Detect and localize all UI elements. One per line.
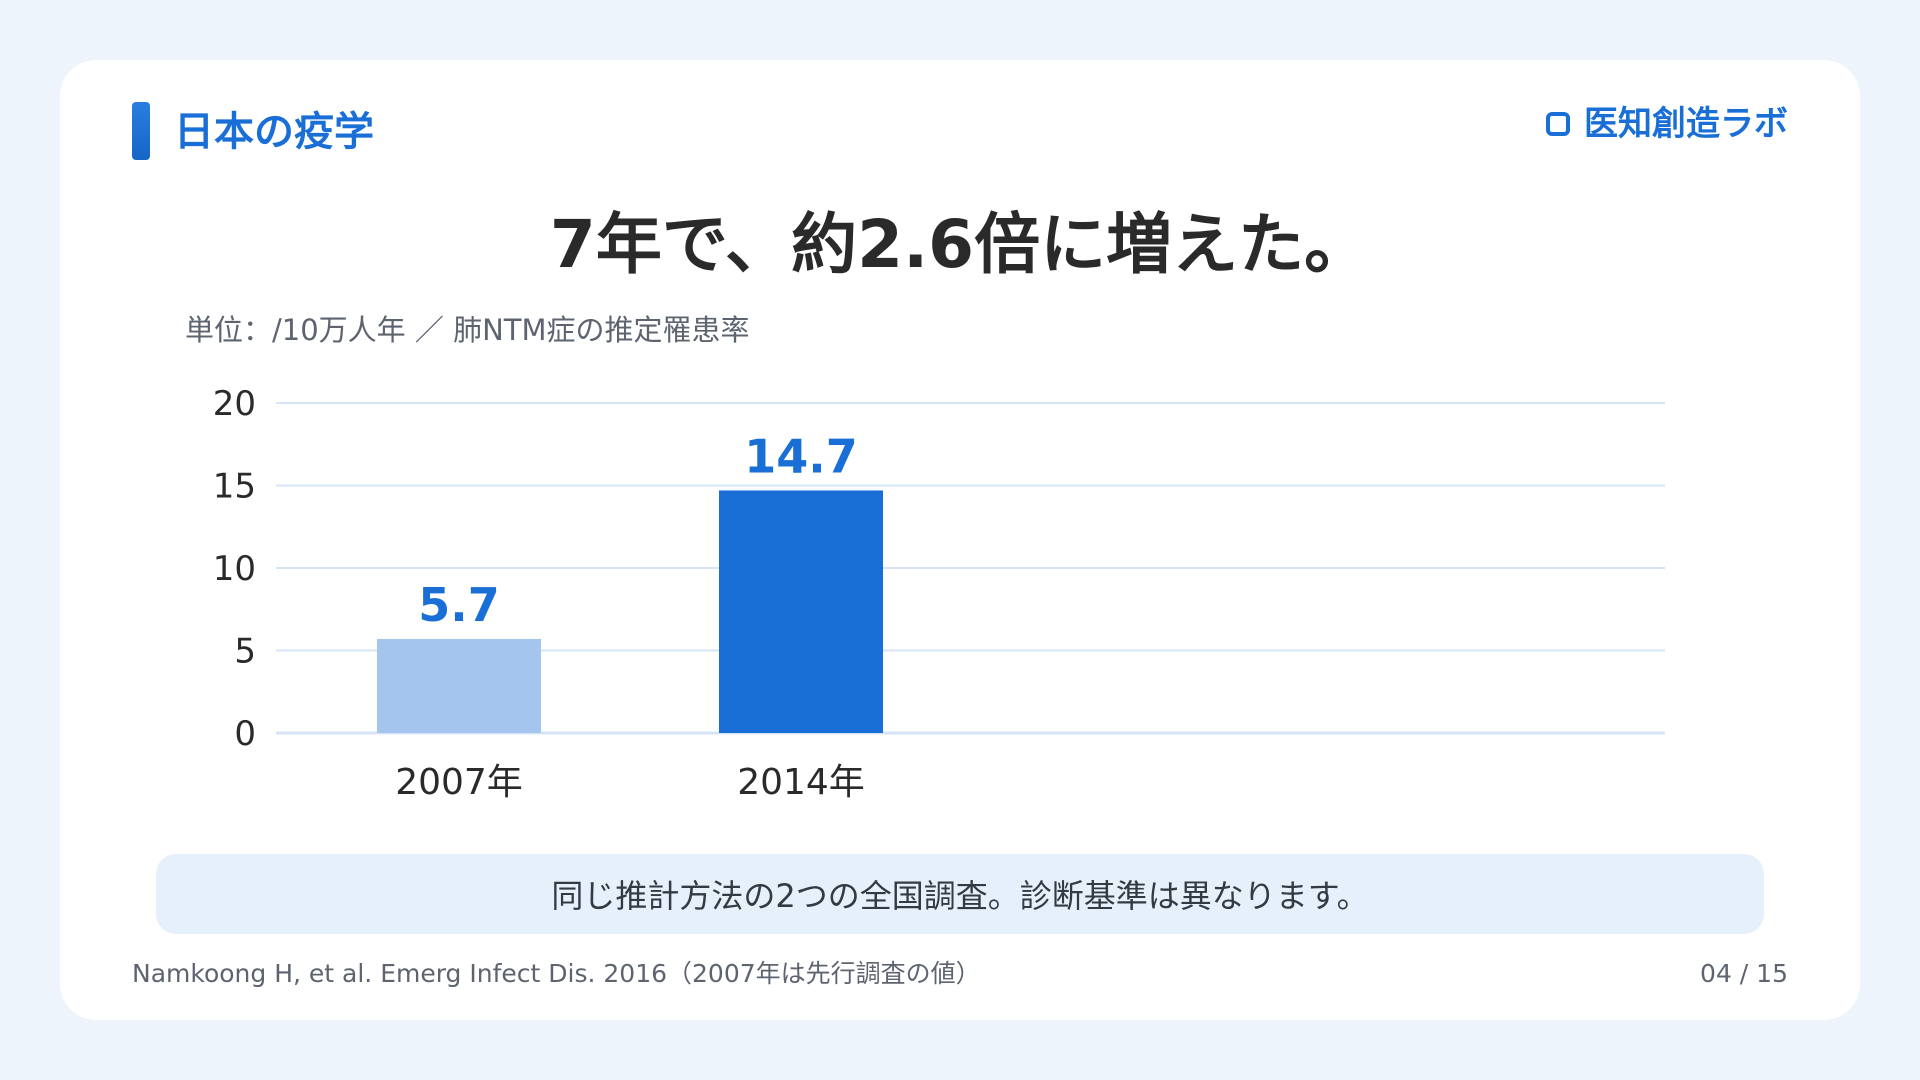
headline: 7年で、約2.6倍に増えた。 xyxy=(549,206,1371,283)
x-category-label: 2014年 xyxy=(737,762,865,803)
brand-logo: 医知創造ラボ xyxy=(1546,100,1788,148)
chart-unit-label: 単位：/10万人年 ／ 肺NTM症の推定罹患率 xyxy=(185,313,750,347)
bar-2 xyxy=(719,490,883,733)
brand-name: 医知創造ラボ xyxy=(1584,104,1788,144)
y-tick-label: 0 xyxy=(234,714,256,754)
section-title: 日本の疫学 xyxy=(174,109,374,155)
bar-chart: 0 5 10 15 20 5.7 2007年 14.7 2014年 xyxy=(213,384,1665,803)
page-number: 04 / 15 xyxy=(1700,959,1788,988)
y-tick-label: 5 xyxy=(234,632,256,672)
rounded-square-icon xyxy=(1546,112,1570,136)
bar-value-label: 14.7 xyxy=(744,429,858,483)
note-text: 同じ推計方法の2つの全国調査。診断基準は異なります。 xyxy=(551,877,1369,915)
bar-value-label: 5.7 xyxy=(418,578,500,632)
section-accent-bar xyxy=(132,102,150,160)
slide-card: 日本の疫学 医知創造ラボ 7年で、約2.6倍に増えた。 単位：/10万人年 ／ … xyxy=(60,60,1860,1020)
note-box: 同じ推計方法の2つの全国調査。診断基準は異なります。 xyxy=(156,854,1764,934)
y-tick-label: 20 xyxy=(213,384,256,424)
source-citation: Namkoong H, et al. Emerg Infect Dis. 201… xyxy=(132,959,981,988)
y-tick-label: 15 xyxy=(213,467,256,507)
bar-1 xyxy=(377,638,541,733)
x-category-label: 2007年 xyxy=(395,762,523,803)
y-tick-label: 10 xyxy=(213,549,256,589)
